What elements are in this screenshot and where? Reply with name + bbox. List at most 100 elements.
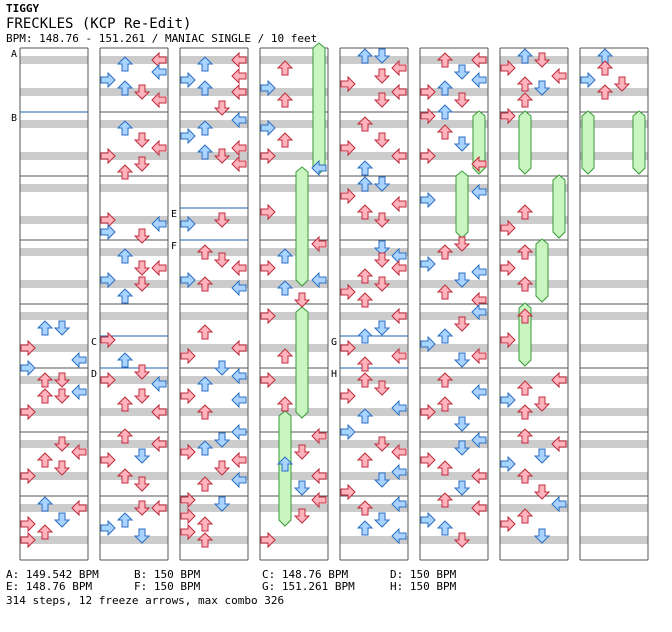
beat-stripe (260, 120, 328, 128)
beat-stripe (20, 312, 88, 320)
song-title: FRECKLES (KCP Re-Edit) (6, 16, 192, 32)
beat-stripe (340, 56, 408, 64)
beat-stripe (580, 56, 648, 64)
beat-stripe (100, 376, 168, 384)
beat-stripe (500, 88, 568, 96)
beat-stripe (580, 376, 648, 384)
beat-stripe (580, 280, 648, 288)
beat-stripe (580, 440, 648, 448)
beat-stripe (100, 216, 168, 224)
beat-stripe (500, 152, 568, 160)
beat-stripe (420, 344, 488, 352)
freeze-arrow (455, 170, 469, 239)
beat-stripe (20, 120, 88, 128)
beat-stripe (500, 344, 568, 352)
beat-stripe (580, 536, 648, 544)
beat-stripe (340, 344, 408, 352)
bpm-change-a: A: 149.542 BPM (6, 568, 99, 581)
beat-stripe (500, 56, 568, 64)
beat-stripe (580, 88, 648, 96)
beat-stripe (420, 472, 488, 480)
beat-stripe (180, 472, 248, 480)
bpm-change-c: C: 148.76 BPM (262, 568, 349, 581)
bpm-change-f: F: 150 BPM (134, 580, 201, 593)
beat-stripe (500, 120, 568, 128)
beat-stripe (340, 312, 408, 320)
beat-stripe (340, 248, 408, 256)
bpm-marker-label: B (11, 113, 17, 124)
beat-stripe (580, 472, 648, 480)
freeze-arrow (472, 110, 486, 175)
beat-stripe (340, 120, 408, 128)
beat-stripe (260, 88, 328, 96)
beat-stripe (180, 408, 248, 416)
chart-meta-line: BPM: 148.76 - 151.261 / MANIAC SINGLE / … (6, 32, 318, 45)
beat-stripe (20, 88, 88, 96)
beat-stripe (420, 120, 488, 128)
beat-stripe (20, 504, 88, 512)
beat-stripe (20, 440, 88, 448)
beat-stripe (340, 216, 408, 224)
beat-stripe (100, 120, 168, 128)
beat-stripe (20, 248, 88, 256)
beat-stripe (500, 376, 568, 384)
chart-column (99, 47, 169, 561)
beat-stripe (500, 440, 568, 448)
bpm-marker-label: H (331, 369, 337, 380)
beat-stripe (420, 536, 488, 544)
beat-stripe (100, 504, 168, 512)
beat-stripe (580, 120, 648, 128)
bpm-change-e: E: 148.76 BPM (6, 580, 93, 593)
beat-stripe (420, 152, 488, 160)
beat-stripe (180, 312, 248, 320)
freeze-arrow (632, 110, 646, 175)
beat-stripe (100, 440, 168, 448)
beat-stripe (580, 408, 648, 416)
beat-stripe (340, 184, 408, 192)
beat-stripe (180, 88, 248, 96)
freeze-arrow (295, 166, 309, 287)
beat-stripe (260, 184, 328, 192)
bpm-marker-label: D (91, 369, 97, 380)
bpm-change-b: B: 150 BPM (134, 568, 201, 581)
beat-stripe (180, 120, 248, 128)
beat-stripe (500, 280, 568, 288)
beat-stripe (100, 56, 168, 64)
beat-stripe (260, 216, 328, 224)
beat-stripe (340, 440, 408, 448)
beat-stripe (260, 344, 328, 352)
beat-stripe (260, 152, 328, 160)
beat-stripe (500, 216, 568, 224)
beat-stripe (500, 504, 568, 512)
column-backgrounds (19, 47, 649, 561)
beat-stripe (100, 536, 168, 544)
beat-stripe (580, 216, 648, 224)
chart-footer: A: 149.542 BPM B: 150 BPM C: 148.76 BPM … (6, 569, 518, 607)
beat-stripe (340, 152, 408, 160)
freeze-arrow (518, 110, 532, 175)
beat-stripe (420, 312, 488, 320)
beat-stripe (340, 408, 408, 416)
beat-stripe (420, 376, 488, 384)
beat-stripe (180, 248, 248, 256)
beat-stripe (260, 440, 328, 448)
beat-stripe (260, 536, 328, 544)
beat-stripe (100, 408, 168, 416)
beat-stripe (20, 56, 88, 64)
beat-stripe (180, 184, 248, 192)
beat-stripe (420, 408, 488, 416)
beat-stripe (20, 280, 88, 288)
bpm-change-lines (20, 111, 408, 369)
beat-stripe (340, 536, 408, 544)
beat-stripe (100, 472, 168, 480)
beat-stripe (260, 472, 328, 480)
beat-stripe (180, 280, 248, 288)
freeze-arrow (312, 42, 326, 175)
beat-stripe (420, 184, 488, 192)
beat-stripe (20, 472, 88, 480)
beat-stripe (500, 184, 568, 192)
bpm-marker-label: C (91, 337, 97, 348)
beat-stripe (180, 536, 248, 544)
beat-stripe (580, 312, 648, 320)
beat-stripe (580, 152, 648, 160)
